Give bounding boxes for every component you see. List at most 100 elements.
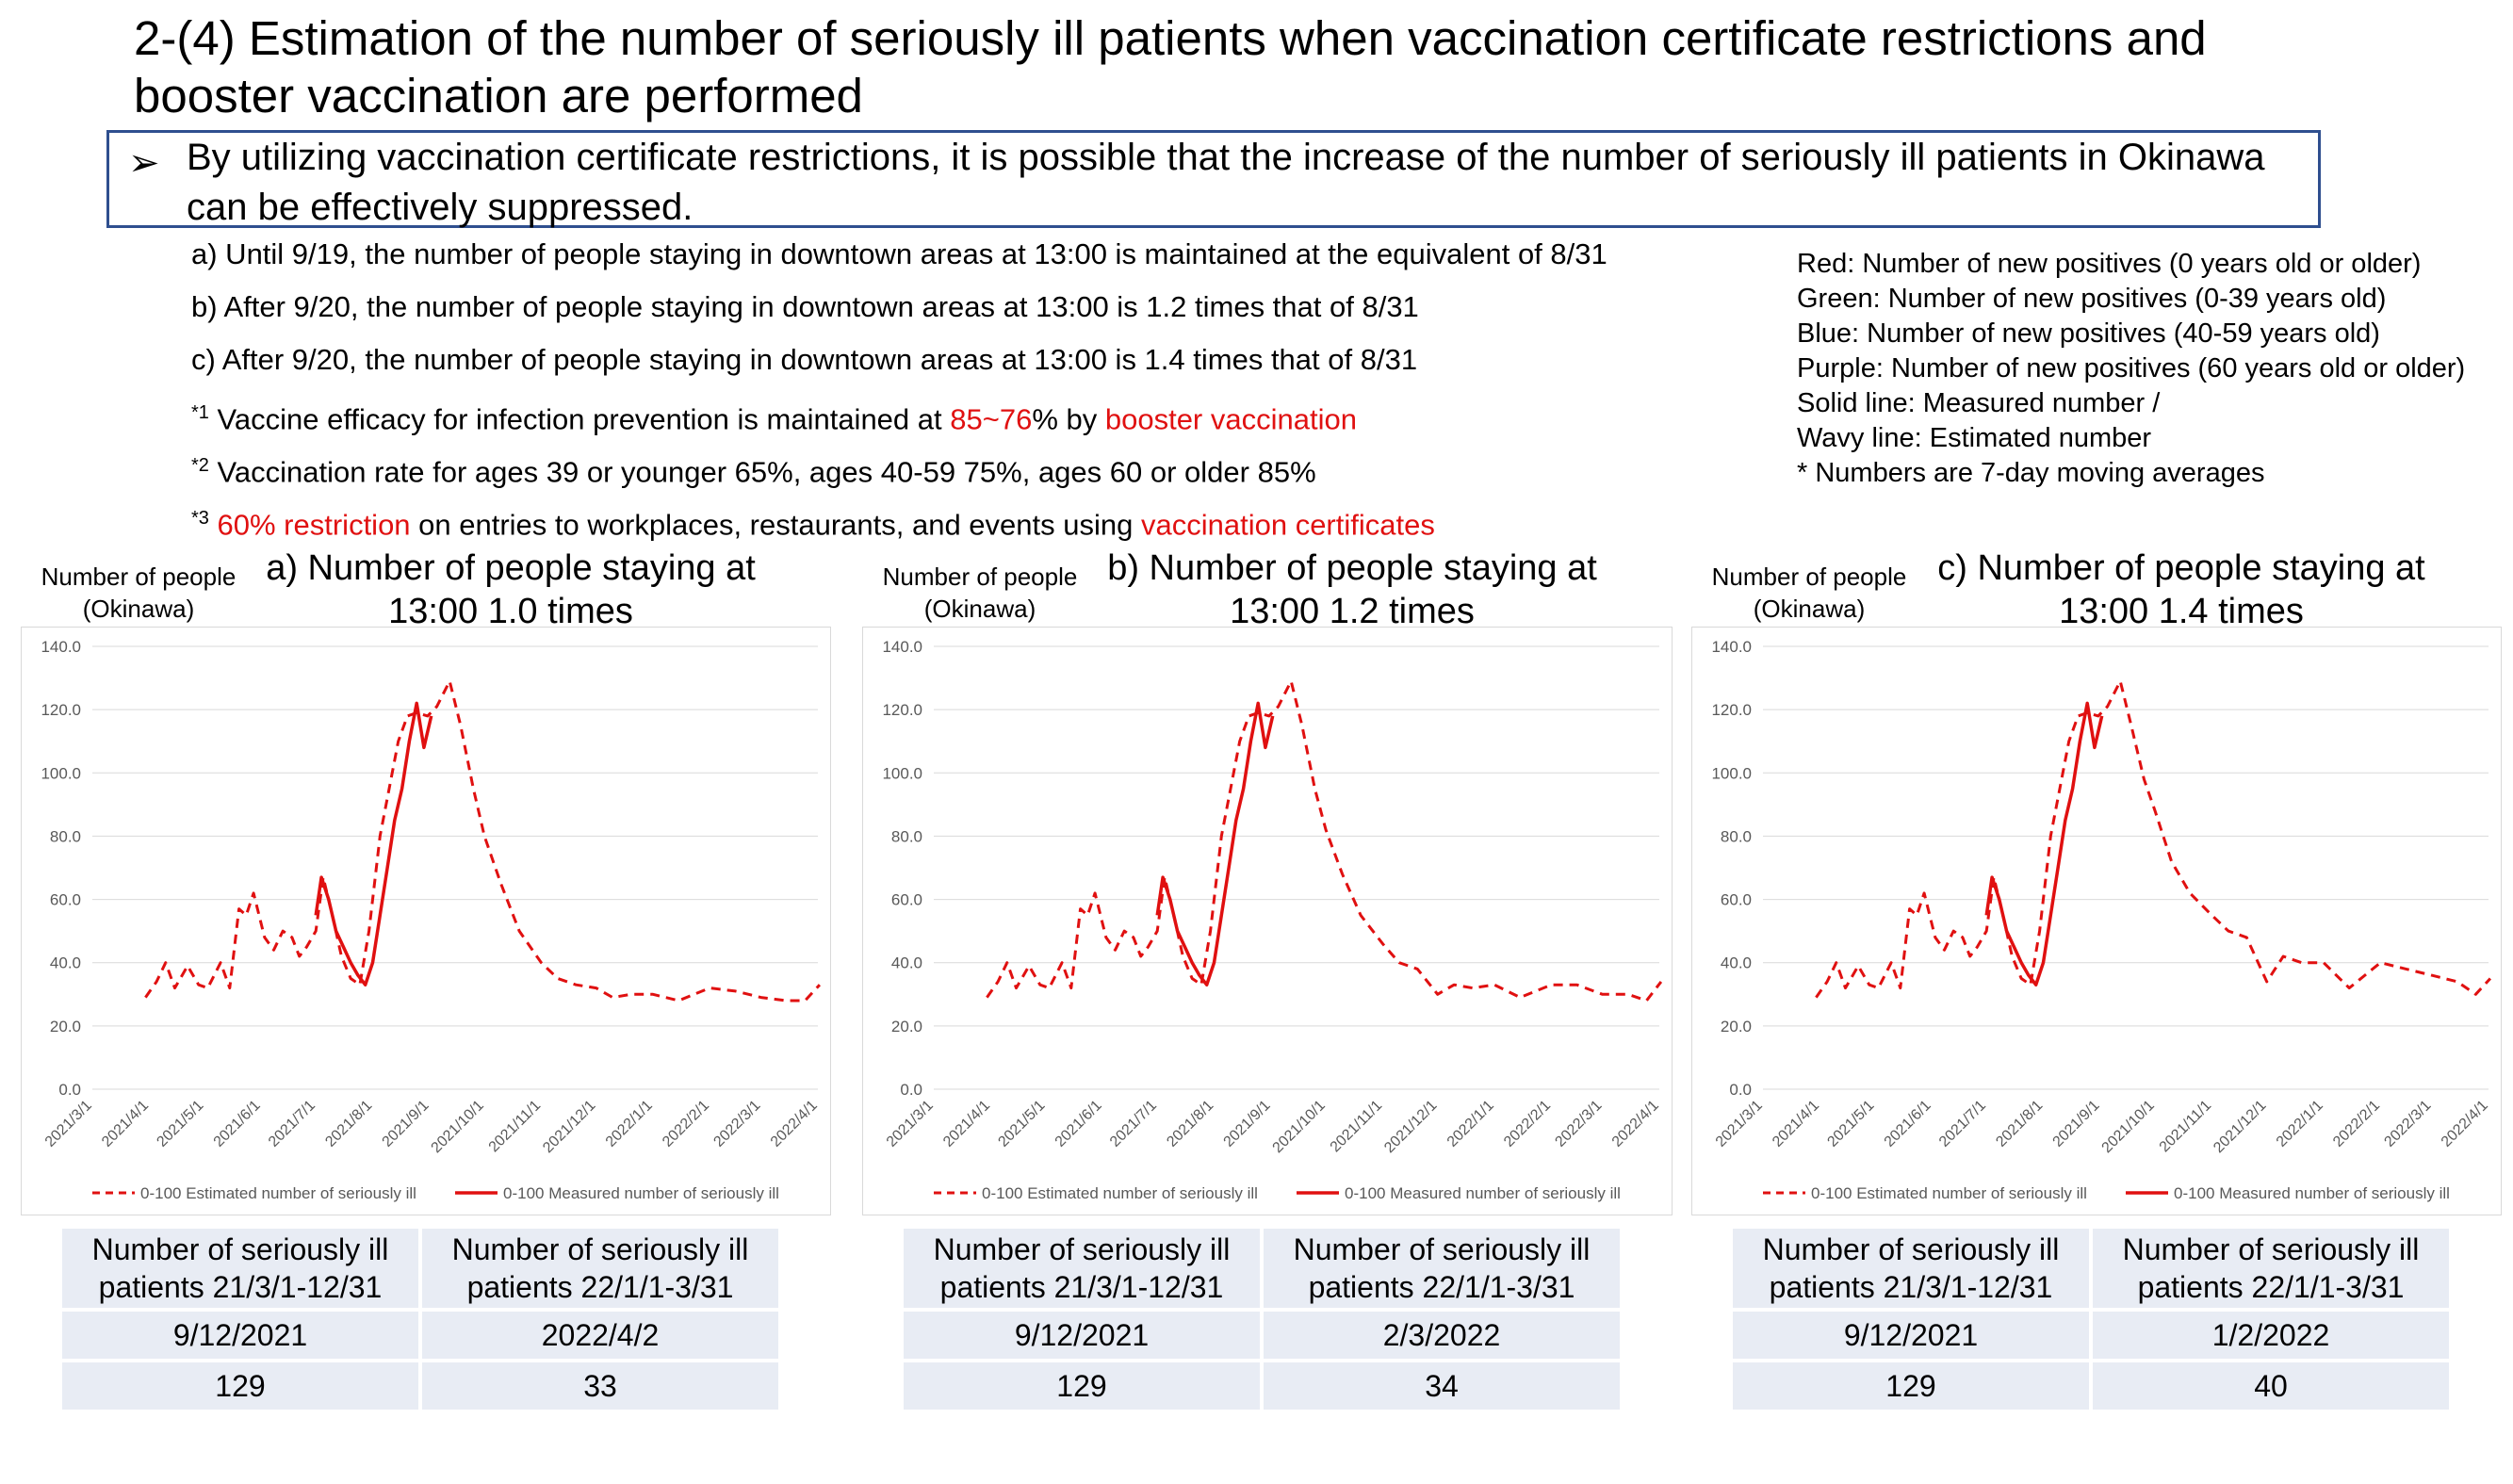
x-tick-label: 2021/5/1: [154, 1098, 206, 1150]
x-tick-label: 2022/2/1: [660, 1098, 712, 1150]
y-tick-label: 60.0: [1721, 891, 1752, 909]
y-tick-label: 80.0: [50, 827, 81, 845]
x-tick-label: 2021/4/1: [99, 1098, 152, 1150]
chart-area: 0.0 20.0 40.0 60.0 80.0 100.0 120.0 140.0 2021/3…: [21, 627, 831, 1215]
measured-series-line: [1155, 701, 1275, 987]
table-header: Number of seriously ill patients 22/1/1-…: [1264, 1229, 1620, 1308]
x-tick-label: 2021/8/1: [1164, 1098, 1216, 1150]
x-tick-label: 2021/6/1: [1053, 1098, 1105, 1150]
table-cell-date: 2022/4/2: [422, 1312, 778, 1359]
x-tick-label: 2022/3/1: [2381, 1098, 2434, 1150]
note-1-mid: % by: [1032, 402, 1105, 436]
note-1-mark: *1: [191, 402, 209, 423]
line-chart: 0.0 20.0 40.0 60.0 80.0 100.0 120.0 140.0 2021/3…: [1711, 638, 2492, 1202]
x-tick-label: 2022/4/1: [1609, 1098, 1662, 1150]
measured-series-line: [314, 701, 433, 987]
line-chart: 0.0 20.0 40.0 60.0 80.0 100.0 120.0 140.0 2021/3…: [882, 638, 1663, 1202]
y-tick-label: 100.0: [41, 764, 81, 782]
legend-label-estimated: 0-100 Estimated number of seriously ill: [982, 1184, 1258, 1202]
x-tick-label: 2021/3/1: [42, 1098, 95, 1150]
page-title: 2-(4) Estimation of the number of seriou…: [134, 11, 2207, 122]
legend-line: Green: Number of new positives (0-39 yea…: [1797, 284, 2387, 314]
x-tick-label: 2021/12/1: [2211, 1098, 2269, 1156]
y-tick-label: 140.0: [882, 638, 922, 656]
chart-title-line2: 13:00 1.0 times: [388, 592, 633, 631]
y-axis-label: Number of people (Okinawa): [1701, 561, 1917, 625]
chart-title-line1: a) Number of people staying at: [266, 548, 756, 588]
summary-table: Number of seriously ill patients 21/3/1-…: [900, 1225, 1624, 1413]
x-tick-label: 2022/4/1: [768, 1098, 821, 1150]
y-tick-label: 20.0: [891, 1018, 922, 1036]
y-tick-label: 60.0: [50, 891, 81, 909]
table-header: Number of seriously ill patients 21/3/1-…: [904, 1229, 1260, 1308]
chart-title: c) Number of people staying at 13:00 1.4…: [1899, 546, 2464, 633]
x-tick-label: 2021/5/1: [1824, 1098, 1877, 1150]
legend-line: Blue: Number of new positives (40-59 yea…: [1797, 318, 2380, 349]
y-tick-label: 0.0: [900, 1081, 922, 1099]
table-cell-date: 9/12/2021: [62, 1312, 418, 1359]
table-cell-value: 40: [2093, 1362, 2449, 1410]
y-tick-label: 140.0: [1711, 638, 1752, 656]
y-tick-label: 120.0: [1711, 701, 1752, 719]
x-tick-label: 2022/4/1: [2439, 1098, 2491, 1150]
color-legend: Red: Number of new positives (0 years ol…: [1797, 247, 2465, 491]
x-tick-label: 2022/3/1: [710, 1098, 763, 1150]
x-tick-label: 2021/8/1: [322, 1098, 375, 1150]
note-3-mark: *3: [191, 508, 209, 529]
estimated-series-line: [144, 679, 822, 1003]
panel-c: Number of people (Okinawa) c) Number of …: [1691, 542, 2513, 1484]
bullet-arrow-icon: ➢: [128, 142, 160, 184]
x-tick-label: 2021/7/1: [1936, 1098, 1989, 1150]
y-tick-label: 120.0: [41, 701, 81, 719]
panel-b: Number of people (Okinawa) b) Number of …: [862, 542, 1691, 1484]
y-axis-label: Number of people (Okinawa): [30, 561, 247, 625]
x-tick-label: 2021/9/1: [2050, 1098, 2103, 1150]
line-chart: 0.0 20.0 40.0 60.0 80.0 100.0 120.0 140.0 2021/3…: [41, 638, 822, 1202]
chart-title-line1: b) Number of people staying at: [1107, 548, 1597, 588]
note-1-red2: booster vaccination: [1104, 402, 1357, 436]
y-tick-label: 100.0: [1711, 764, 1752, 782]
x-tick-label: 2021/10/1: [2099, 1098, 2158, 1156]
y-axis-label-line1: Number of people: [882, 563, 1078, 591]
note-2-mark: *2: [191, 455, 209, 476]
x-tick-label: 2021/12/1: [1381, 1098, 1440, 1156]
table-header: Number of seriously ill patients 22/1/1-…: [422, 1229, 778, 1308]
y-axis-label: Number of people (Okinawa): [872, 561, 1088, 625]
y-tick-label: 20.0: [1721, 1018, 1752, 1036]
x-tick-label: 2021/11/1: [1328, 1098, 1386, 1156]
legend-line: Wavy line: Estimated number: [1797, 423, 2152, 453]
summary-table: Number of seriously ill patients 21/3/1-…: [58, 1225, 782, 1413]
x-tick-label: 2021/5/1: [995, 1098, 1048, 1150]
y-axis-label-line2: (Okinawa): [1753, 595, 1866, 623]
y-axis-label-line1: Number of people: [1711, 563, 1907, 591]
x-tick-label: 2021/10/1: [1270, 1098, 1329, 1156]
y-tick-label: 0.0: [58, 1081, 81, 1099]
legend-line: * Numbers are 7-day moving averages: [1797, 458, 2265, 488]
chart-title-line2: 13:00 1.2 times: [1230, 592, 1475, 631]
x-tick-label: 2022/2/1: [2330, 1098, 2383, 1150]
table-header: Number of seriously ill patients 21/3/1-…: [1733, 1229, 2089, 1308]
estimated-series-line: [986, 679, 1663, 1003]
legend-label-estimated: 0-100 Estimated number of seriously ill: [1811, 1184, 2087, 1202]
table-cell-value: 129: [904, 1362, 1260, 1410]
x-tick-label: 2022/1/1: [603, 1098, 656, 1150]
table-cell-date: 2/3/2022: [1264, 1312, 1620, 1359]
measured-series-line: [1984, 701, 2104, 987]
table-cell-value: 129: [1733, 1362, 2089, 1410]
x-tick-label: 2021/4/1: [940, 1098, 993, 1150]
y-tick-label: 140.0: [41, 638, 81, 656]
key-message-text: By utilizing vaccination certificate res…: [187, 137, 2265, 228]
legend-line: Purple: Number of new positives (60 year…: [1797, 353, 2466, 383]
x-tick-label: 2021/7/1: [266, 1098, 318, 1150]
y-tick-label: 120.0: [882, 701, 922, 719]
x-tick-label: 2021/3/1: [1713, 1098, 1766, 1150]
y-tick-label: 80.0: [1721, 827, 1752, 845]
x-tick-label: 2021/4/1: [1770, 1098, 1822, 1150]
key-message-box: ➢ By utilizing vaccination certificate r…: [106, 130, 2321, 228]
y-tick-label: 80.0: [891, 827, 922, 845]
x-tick-label: 2021/12/1: [540, 1098, 598, 1156]
estimated-series-line: [1815, 679, 2492, 999]
table-cell-value: 34: [1264, 1362, 1620, 1410]
summary-table: Number of seriously ill patients 21/3/1-…: [1729, 1225, 2453, 1413]
note-3: *3 60% restriction on entries to workpla…: [191, 499, 1435, 544]
